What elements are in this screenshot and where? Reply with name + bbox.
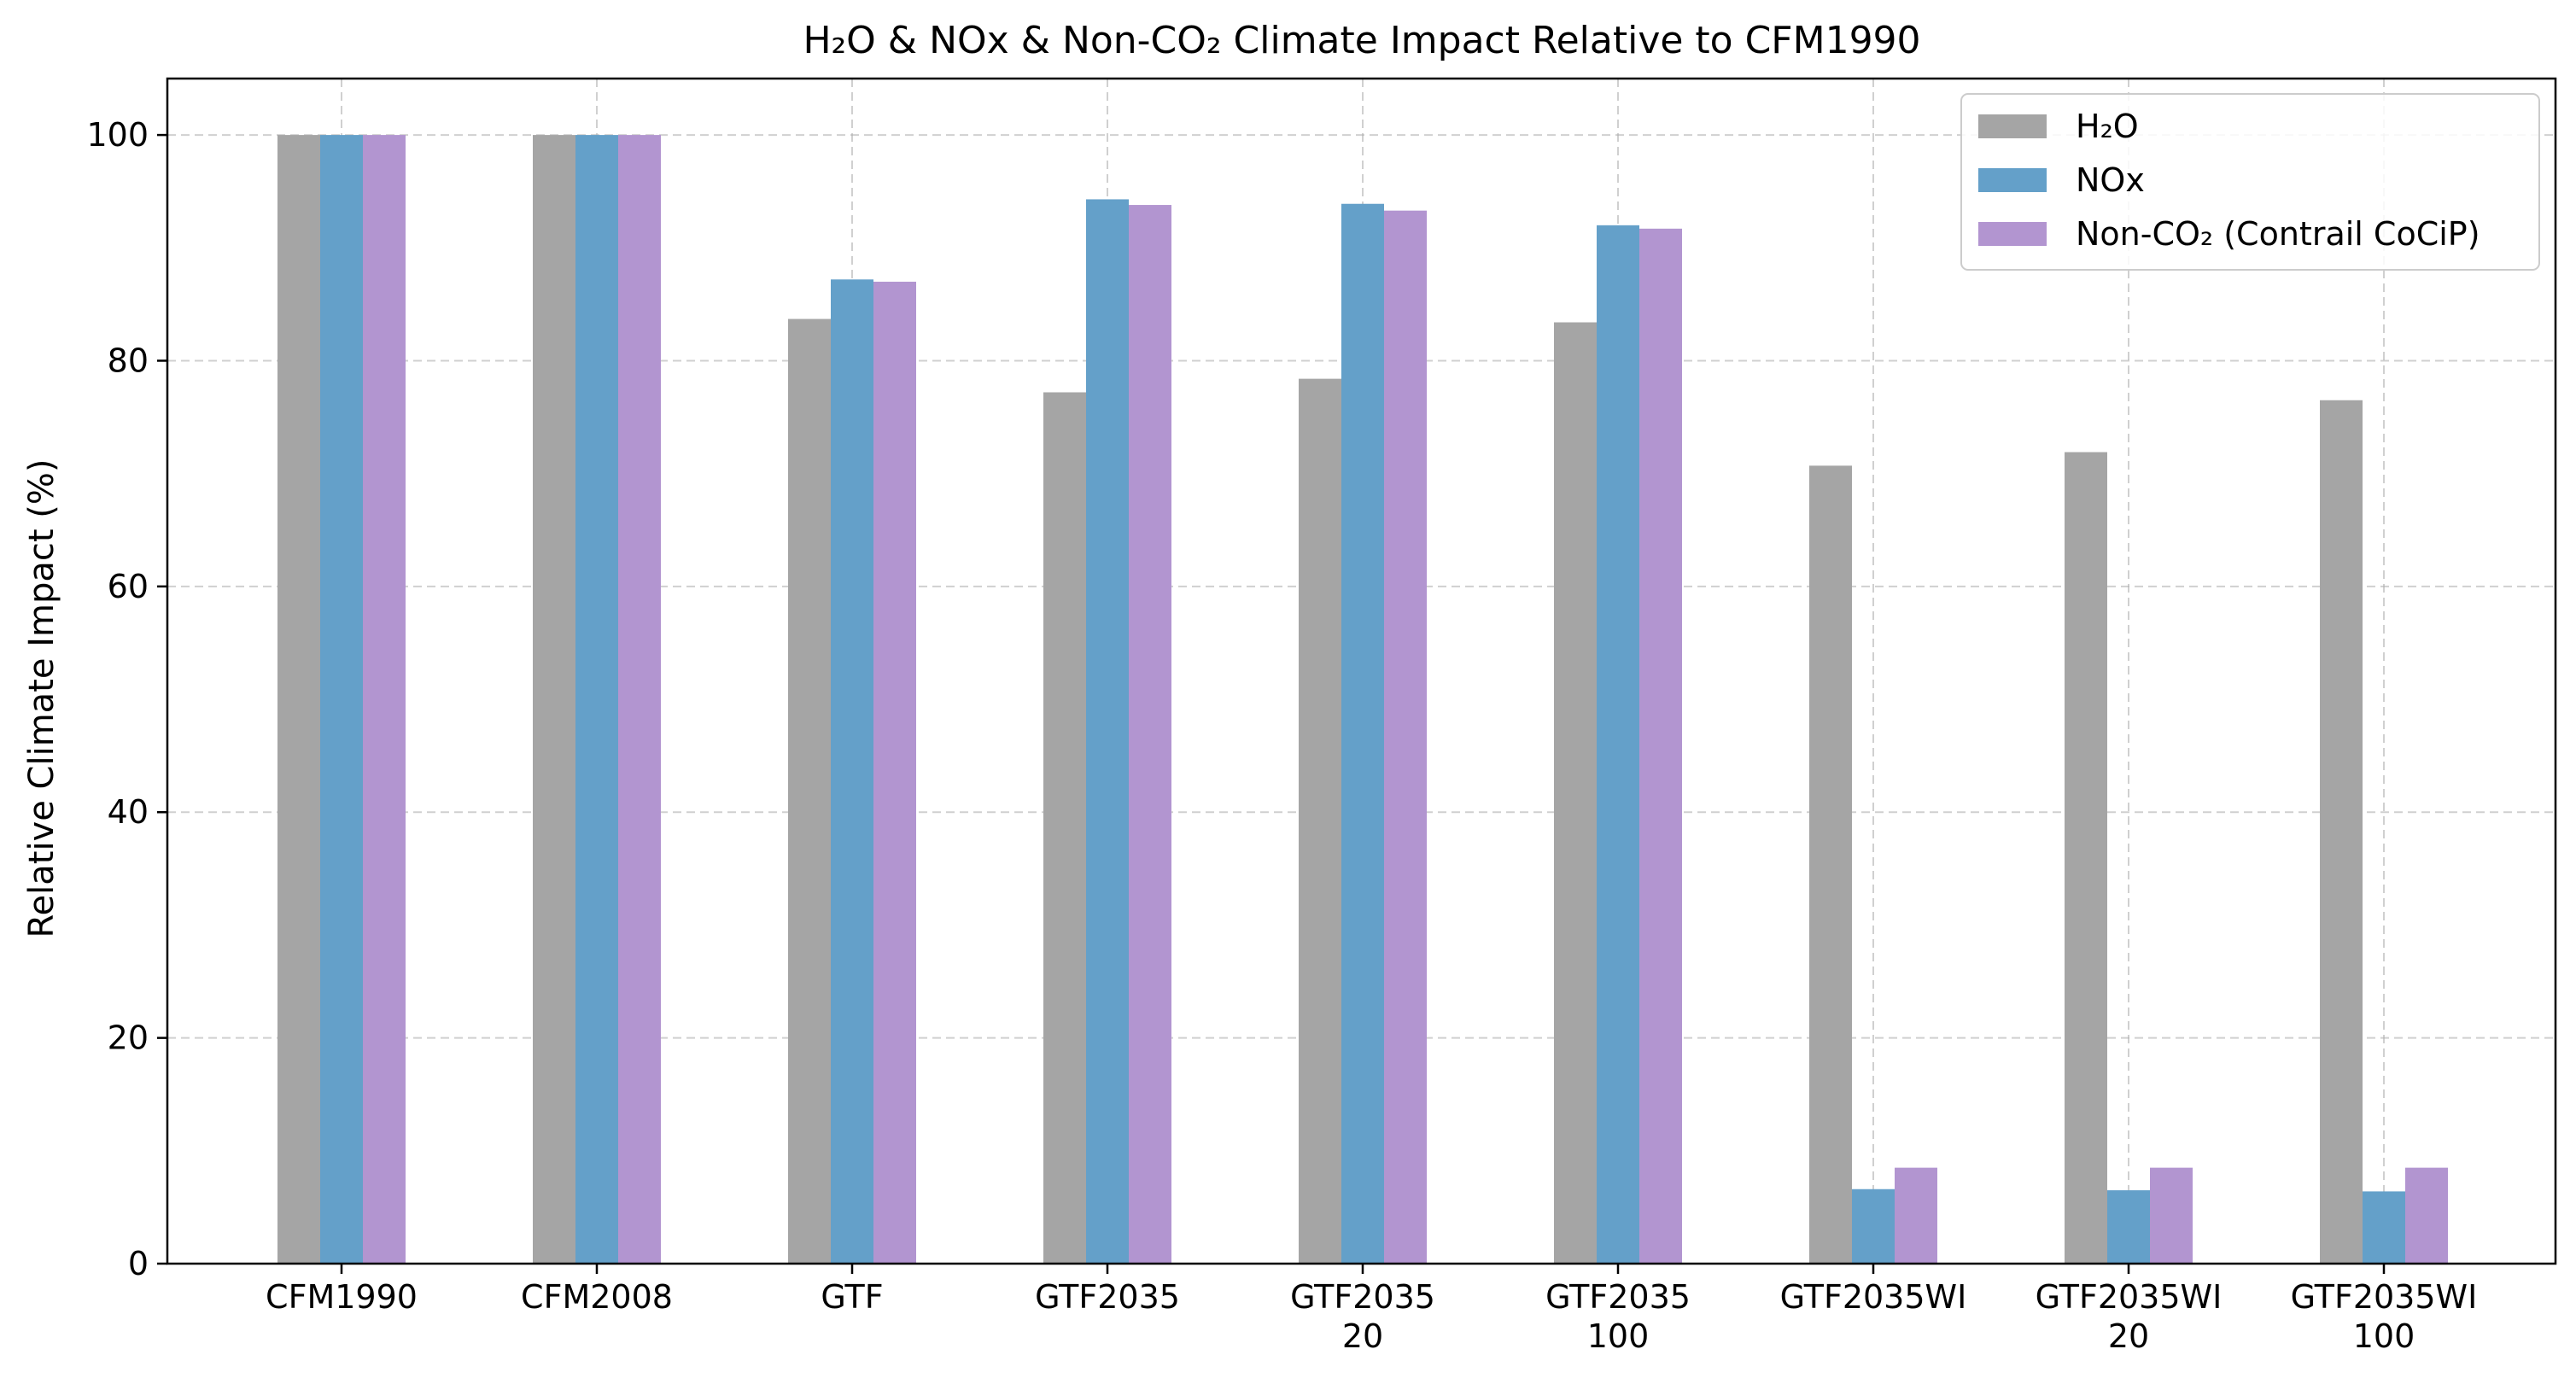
bar: [1554, 322, 1597, 1264]
bar: [2107, 1190, 2150, 1264]
y-tick-label: 40: [108, 793, 149, 831]
bar: [2065, 452, 2107, 1264]
bar: [873, 281, 916, 1264]
bar: [2363, 1191, 2405, 1264]
y-tick-label: 100: [86, 116, 149, 154]
chart-title: H₂O & NOx & Non-CO₂ Climate Impact Relat…: [803, 19, 1920, 62]
bar: [1086, 199, 1129, 1264]
legend-swatch: [1978, 222, 2047, 246]
y-tick-label: 60: [108, 568, 149, 605]
bar: [1043, 392, 1086, 1264]
bar: [1299, 378, 1341, 1264]
bar: [1129, 205, 1171, 1264]
bar: [1809, 465, 1852, 1264]
legend-label: NOx: [2076, 161, 2145, 199]
x-tick-label: GTF2035 100: [1545, 1278, 1691, 1355]
bar: [2150, 1167, 2193, 1264]
legend-box: [1960, 93, 2540, 271]
x-tick-label: CFM1990: [266, 1278, 418, 1316]
bar: [320, 135, 363, 1264]
bar: [2405, 1167, 2448, 1264]
bar: [277, 135, 320, 1264]
legend-label: H₂O: [2076, 108, 2139, 145]
bar: [363, 135, 406, 1264]
x-tick-label: GTF2035WI 20: [2036, 1278, 2223, 1355]
bar: [788, 318, 831, 1264]
bars: [277, 135, 2448, 1264]
x-tick-label: GTF2035WI 100: [2291, 1278, 2478, 1355]
bar: [533, 135, 575, 1264]
bar: [1384, 210, 1427, 1264]
bar: [1852, 1189, 1895, 1264]
y-tick-label: 80: [108, 342, 149, 379]
legend-swatch: [1978, 168, 2047, 192]
bar: [618, 135, 661, 1264]
y-tick-label: 20: [108, 1019, 149, 1057]
x-tick-label: CFM2008: [521, 1278, 673, 1316]
bar: [2320, 400, 2363, 1264]
bar: [1895, 1167, 1937, 1264]
legend: H₂O NOx Non-CO₂ (Contrail CoCiP): [1960, 93, 2540, 271]
plot-frame: [166, 77, 2557, 1265]
bar: [831, 279, 873, 1264]
x-tick-label: GTF2035 20: [1290, 1278, 1435, 1355]
bar: [1639, 228, 1682, 1264]
x-tick-label: GTF2035: [1035, 1278, 1180, 1316]
legend-label: Non-CO₂ (Contrail CoCiP): [2076, 215, 2480, 253]
y-tick-label: 0: [128, 1245, 149, 1282]
bar: [1597, 225, 1639, 1264]
axis-ticks: 0 20 40 60 80 100 CFM1990 CFM2008 GTF GTF2035 GTF2…: [86, 116, 2477, 1355]
y-axis-label: Relative Climate Impact (%): [22, 459, 61, 938]
legend-swatch: [1978, 114, 2047, 138]
bar: [575, 135, 618, 1264]
x-tick-label: GTF: [821, 1278, 883, 1316]
bar: [1341, 203, 1384, 1264]
x-tick-label: GTF2035WI: [1780, 1278, 1967, 1316]
